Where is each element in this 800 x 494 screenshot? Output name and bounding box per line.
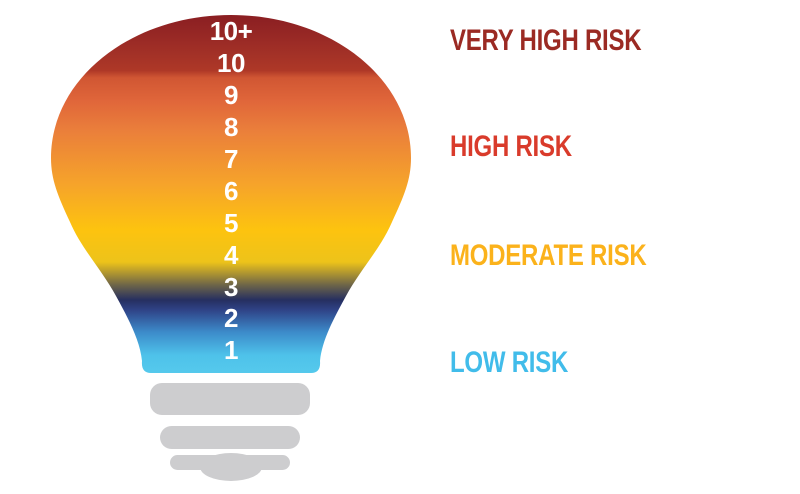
lightbulb-graphic [51,15,411,481]
scale-number: 8 [224,111,238,142]
scale-number: 2 [224,303,238,334]
scale-number: 7 [224,143,238,174]
scale-number: 6 [224,175,238,206]
scale-number: 3 [224,271,238,302]
bulb-base-ring-3 [170,455,290,470]
scale-number: 10+ [209,16,253,46]
scale-number: 9 [224,79,238,110]
scale-number: 4 [224,239,238,270]
legend-high-risk: HIGH RISK [450,130,572,163]
legend-low-risk: LOW RISK [450,346,569,379]
scale-number: 5 [224,207,238,238]
bulb-scale-numbers: 10+ 10 9 8 7 6 5 4 3 2 1 [131,16,331,367]
scale-number: 1 [224,335,238,366]
scale-number: 10 [217,47,245,78]
bulb-glass [51,15,411,373]
bulb-base-ring-2 [160,426,300,449]
legend-moderate-risk: MODERATE RISK [450,239,647,272]
bulb-base-ring-1 [150,383,310,415]
legend-very-high-risk: VERY HIGH RISK [450,24,642,57]
